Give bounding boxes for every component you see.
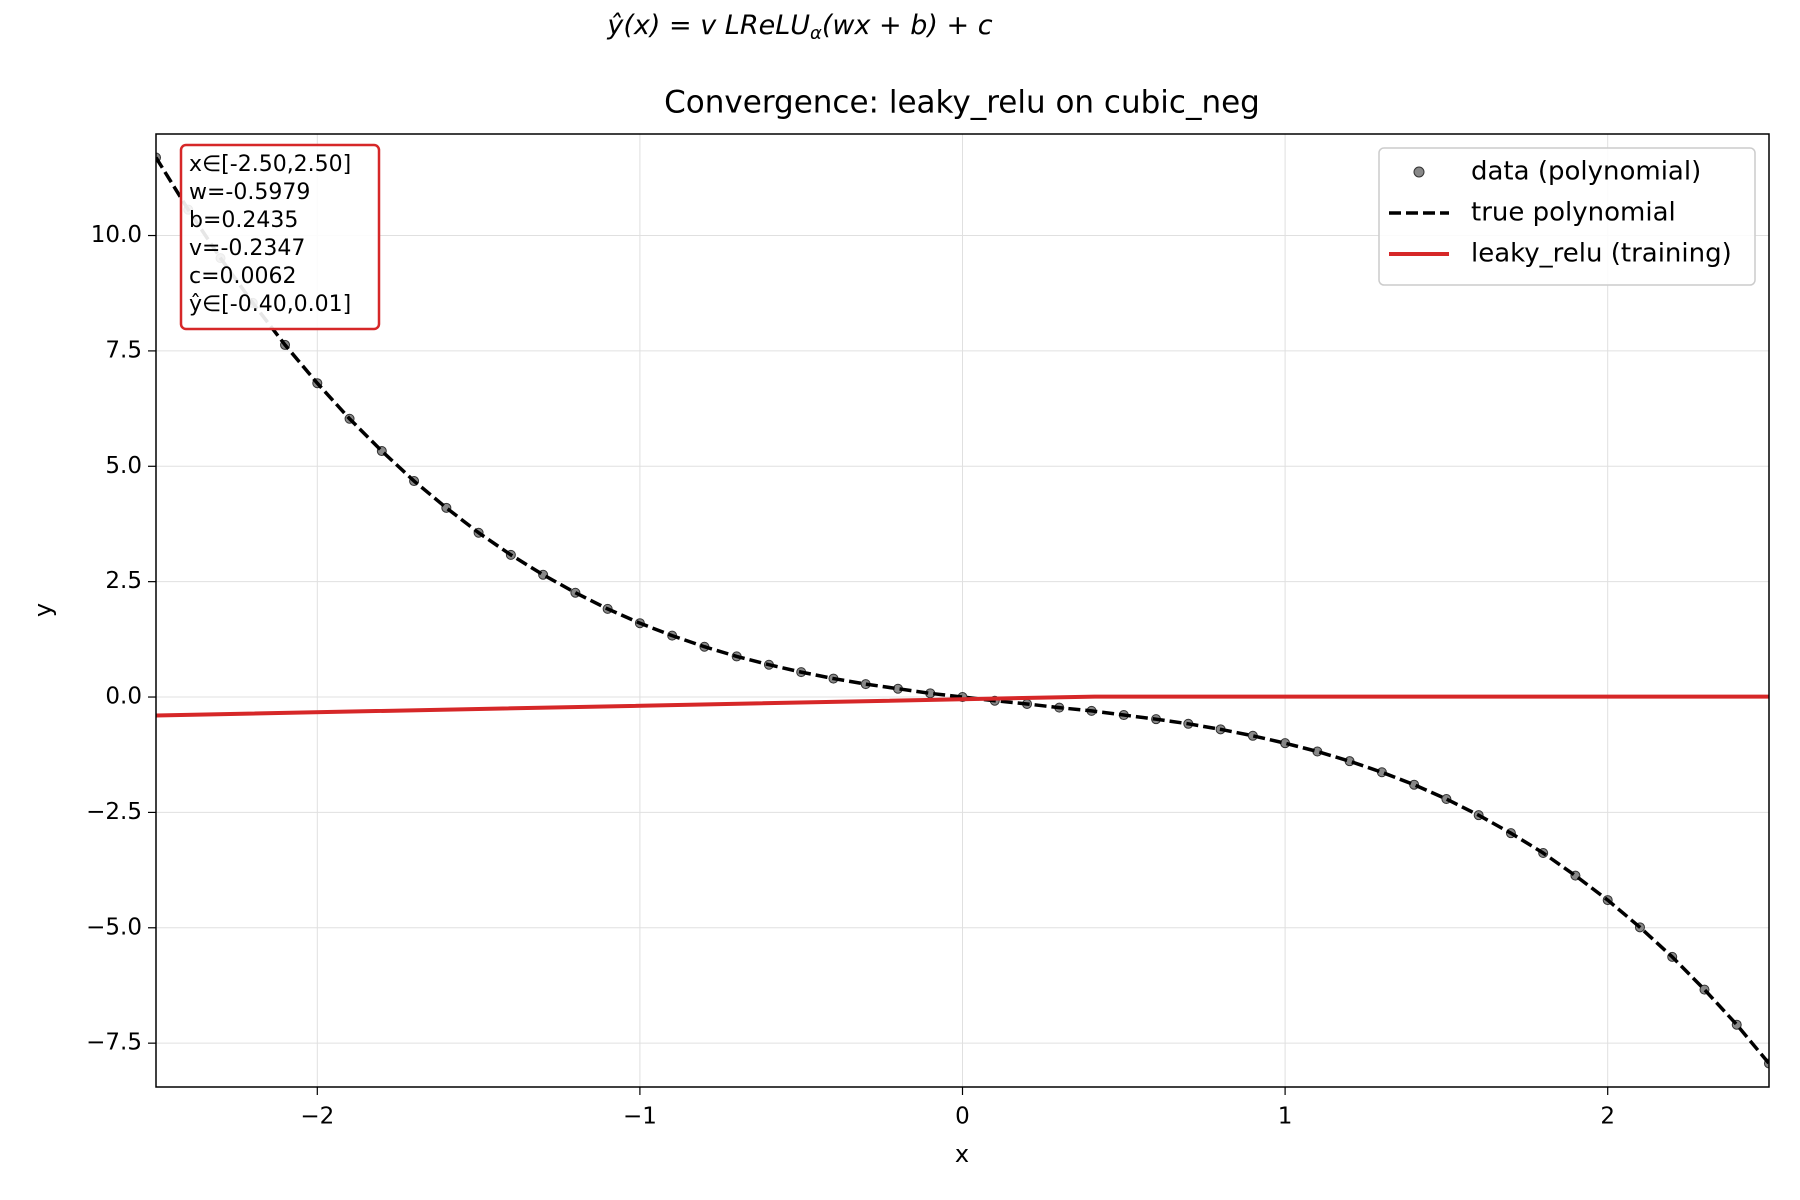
y-tick-label: 10.0	[91, 222, 142, 248]
plot-area	[156, 152, 1769, 1069]
y-tick-label: −2.5	[86, 799, 142, 825]
series-line	[156, 694, 1769, 718]
annotation-line: ŷ∈[-0.40,0.01]	[189, 292, 351, 317]
annotation-box	[179, 143, 381, 331]
legend-marker	[1413, 166, 1425, 178]
x-tick-label: −2	[300, 1104, 334, 1130]
x-axis-label: x	[955, 1140, 969, 1168]
suptitle-part: ŷ(x) = v LReLU	[606, 10, 810, 41]
y-tick-label: −7.5	[86, 1030, 142, 1056]
suptitle: ŷ(x) = v LReLUα(wx + b) + c	[606, 10, 992, 45]
legend-label: data (polynomial)	[1471, 157, 1701, 187]
annotation-line: w=-0.5979	[189, 180, 310, 205]
y-tick-label: 0.0	[105, 684, 142, 710]
x-tick-label: −1	[623, 1104, 657, 1130]
legend-label: leaky_relu (training)	[1471, 239, 1732, 269]
plot-frame	[155, 133, 1770, 1088]
annotation-line: c=0.0062	[189, 264, 297, 289]
y-tick-label: −5.0	[86, 914, 142, 940]
legend-label: true polynomial	[1471, 198, 1676, 228]
suptitle-part: (wx + b) + c	[822, 10, 993, 41]
x-tick-label: 1	[1278, 1104, 1293, 1130]
y-tick-label: 7.5	[105, 337, 142, 363]
chart-title: Convergence: leaky_relu on cubic_neg	[664, 85, 1260, 121]
y-tick-label: 2.5	[105, 568, 142, 594]
annotation-line: x∈[-2.50,2.50]	[189, 152, 351, 177]
x-tick-label: 0	[955, 1104, 970, 1130]
y-tick-label: 5.0	[105, 453, 142, 479]
series-line	[156, 156, 1769, 1065]
legend-frame	[1378, 147, 1756, 286]
suptitle-subscript: α	[810, 23, 822, 44]
annotation-line: v=-0.2347	[189, 236, 305, 261]
y-axis-label: y	[29, 603, 57, 617]
x-tick-label: 2	[1600, 1104, 1615, 1130]
annotation-line: b=0.2435	[189, 208, 298, 233]
